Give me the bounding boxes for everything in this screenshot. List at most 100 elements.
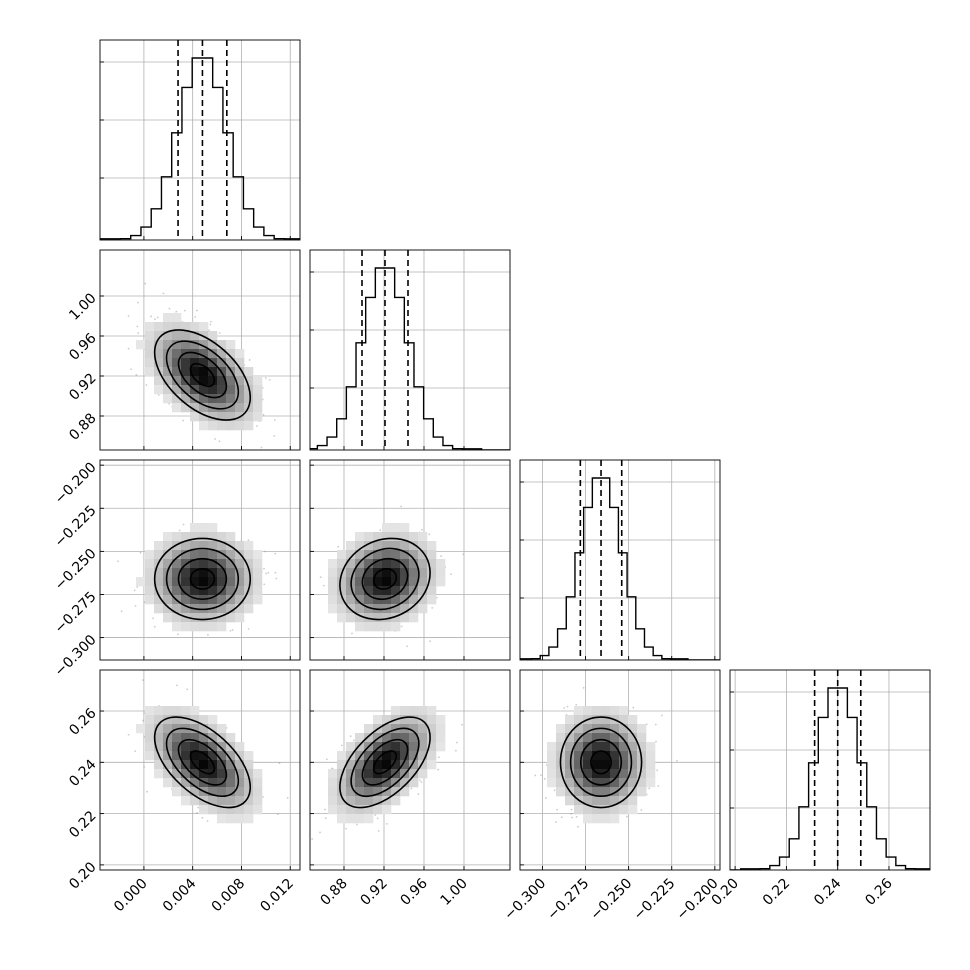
scatter-point [577, 825, 579, 828]
density-cell [217, 751, 227, 761]
density-cell [199, 577, 209, 587]
y-tick-label: 1.00 [66, 290, 99, 323]
density-cell [181, 622, 191, 632]
density-cell [583, 814, 593, 824]
scatter-point [428, 533, 431, 536]
density-cell [427, 595, 437, 605]
density-cell [172, 604, 182, 614]
density-cell [235, 376, 245, 386]
density-cell [601, 760, 611, 770]
density-cell [418, 559, 428, 569]
density-cell [364, 769, 374, 779]
density-cell [436, 724, 446, 734]
density-cell [190, 403, 200, 413]
density-cell [628, 769, 638, 779]
scatter-point [543, 778, 546, 780]
scatter-point [263, 567, 265, 570]
density-cell [364, 814, 374, 824]
panel-content [730, 670, 930, 870]
scatter-point [534, 774, 537, 777]
density-cell [364, 760, 374, 770]
density-cell [226, 595, 236, 605]
density-cell [427, 742, 437, 752]
density-cell [346, 559, 356, 569]
scatter-point [648, 787, 651, 790]
density-cell [163, 778, 173, 788]
density-cell [226, 559, 236, 569]
density-cell [346, 568, 356, 578]
density-cell [328, 568, 338, 578]
density-cell [373, 715, 383, 725]
density-cell [373, 760, 383, 770]
density-cell [181, 568, 191, 578]
density-cell [181, 769, 191, 779]
scatter-point [142, 719, 144, 722]
density-cell [418, 769, 428, 779]
density-cell [382, 796, 392, 806]
density-cell [592, 706, 602, 716]
density-cell [145, 715, 155, 725]
density-cell [154, 742, 164, 752]
scatter-point [186, 688, 189, 691]
scatter-point [560, 816, 563, 819]
density-cell [592, 805, 602, 815]
density-cell [181, 733, 191, 743]
scatter-point [575, 703, 578, 706]
panel-content [100, 460, 300, 660]
contour-line [339, 716, 431, 809]
y-tick-label: −0.200 [52, 460, 100, 508]
density-cell [391, 550, 401, 560]
scatter-point [175, 684, 178, 687]
density-cell [346, 796, 356, 806]
density-cell [592, 814, 602, 824]
density-cell [199, 805, 209, 815]
scatter-point [420, 781, 423, 783]
density-cell [436, 715, 446, 725]
density-cell [226, 340, 236, 350]
density-cell [391, 604, 401, 614]
density-cell [427, 724, 437, 734]
density-cell [556, 769, 566, 779]
density-cell [199, 358, 209, 368]
density-cell [619, 787, 629, 797]
density-cell [163, 613, 173, 623]
density-cell [637, 742, 647, 752]
density-cell [400, 577, 410, 587]
x-tick-label: −0.275 [544, 876, 592, 924]
density-cell [244, 604, 254, 614]
density-cell [382, 523, 392, 533]
scatter-point [575, 815, 578, 818]
density-cell [190, 586, 200, 596]
density-cell [253, 412, 263, 422]
histogram-2 [519, 459, 721, 661]
panel-content [520, 670, 720, 870]
density-cell [619, 733, 629, 743]
density-cell [610, 760, 620, 770]
density-cell [145, 733, 155, 743]
scatter-point [145, 384, 148, 386]
density-cell [427, 733, 437, 743]
histogram-step [730, 687, 930, 870]
density-cell [427, 715, 437, 725]
scatter-point [143, 736, 146, 738]
density-cell [208, 715, 218, 725]
density-cell [364, 559, 374, 569]
density-cell [400, 715, 410, 725]
density-cell [556, 787, 566, 797]
density-cell [253, 769, 263, 779]
density-cell [391, 706, 401, 716]
density-cell [163, 313, 173, 323]
density-cell [145, 568, 155, 578]
density-cell [190, 577, 200, 587]
density-cell [217, 814, 227, 824]
scatter-point [555, 821, 557, 823]
density-cell [154, 604, 164, 614]
density-cell [145, 367, 155, 377]
density-cell [172, 568, 182, 578]
density-panel-2-0: −0.300−0.275−0.250−0.225−0.200 [52, 460, 301, 680]
density-cell [382, 541, 392, 551]
density-cell [409, 760, 419, 770]
density-cell [172, 622, 182, 632]
density-cell [208, 751, 218, 761]
density-cell [199, 568, 209, 578]
